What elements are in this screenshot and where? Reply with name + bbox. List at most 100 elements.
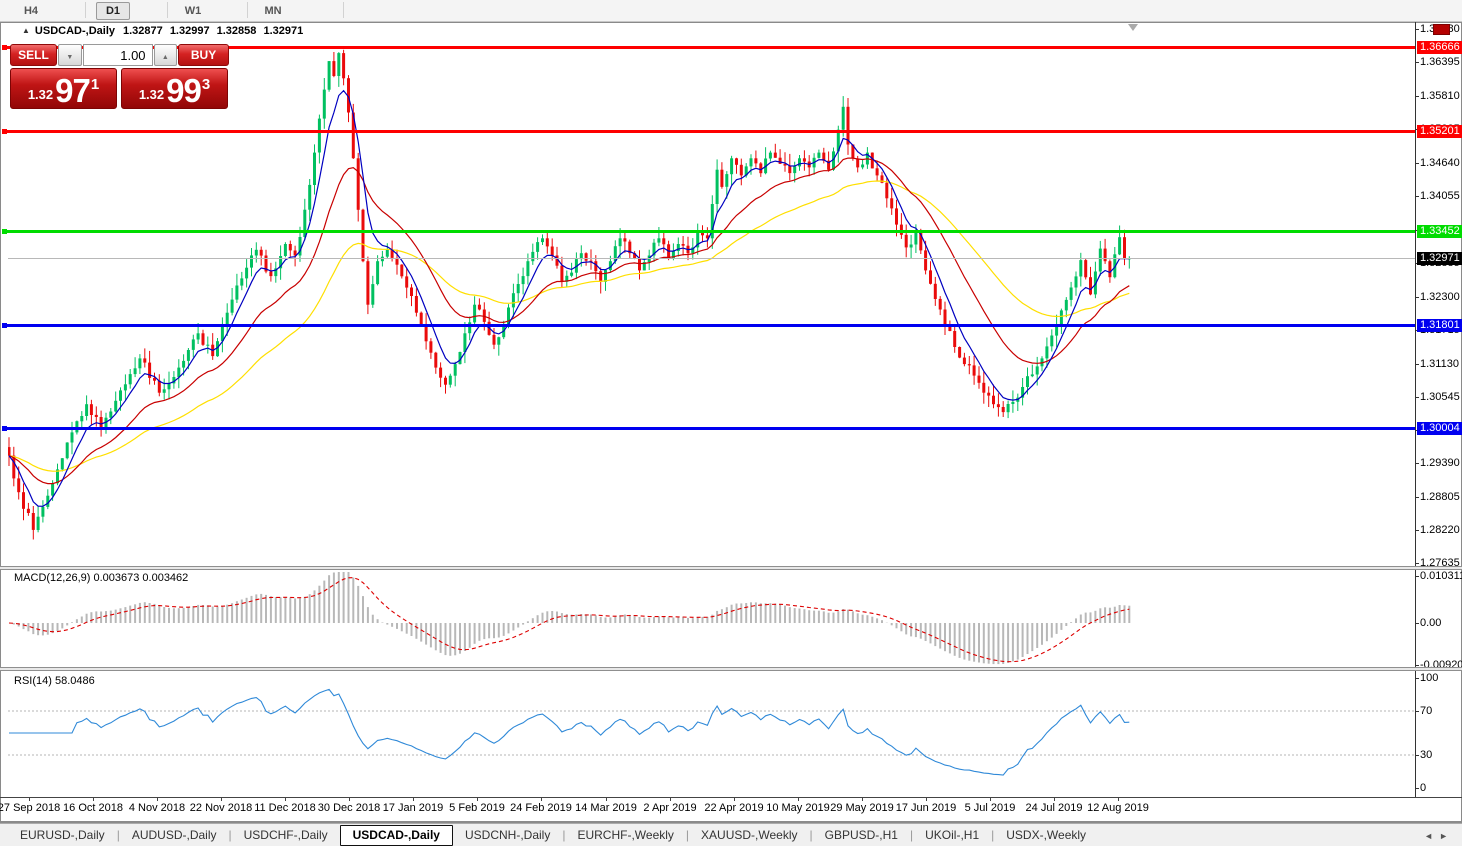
rsi-tick-label: 70 xyxy=(1420,705,1433,717)
date-label: 24 Feb 2019 xyxy=(510,802,572,814)
price-tick-label: 1.31130 xyxy=(1420,358,1459,370)
date-label: 5 Feb 2019 xyxy=(449,802,505,814)
level-line-anchor[interactable] xyxy=(2,229,7,234)
date-tick xyxy=(990,798,991,801)
horizontal-level-line[interactable] xyxy=(2,230,1415,233)
level-price-label: 1.33452 xyxy=(1417,225,1462,238)
price-tick xyxy=(1415,530,1419,531)
sell-price-prefix: 1.32 xyxy=(27,87,54,102)
date-label: 22 Nov 2018 xyxy=(189,802,253,814)
tab-separator: | xyxy=(562,828,566,842)
buy-price-prefix: 1.32 xyxy=(138,87,165,102)
volume-decrease-button[interactable]: ▼ xyxy=(58,44,82,66)
chart-tab-ukoil[interactable]: UKOil-,H1 xyxy=(925,827,980,842)
buy-price-display[interactable]: 1.32 99 3 xyxy=(121,68,228,109)
price-tick xyxy=(1415,196,1419,197)
macd-label: MACD(12,26,9) 0.003673 0.003462 xyxy=(14,572,189,584)
rsi-tick-label: 0 xyxy=(1420,782,1427,794)
tab-scroll-left-icon[interactable]: ◄ xyxy=(1424,831,1440,841)
rsi-label: RSI(14) 58.0486 xyxy=(14,675,95,687)
price-tick xyxy=(1415,96,1419,97)
date-tick xyxy=(734,798,735,801)
chart-tab-audusd[interactable]: AUDUSD-,Daily xyxy=(131,827,217,842)
level-price-label: 1.36666 xyxy=(1417,41,1462,54)
toolbar-separator xyxy=(247,2,248,18)
price-tick-label: 1.32300 xyxy=(1420,291,1460,303)
macd-tick xyxy=(1415,576,1419,577)
horizontal-level-line[interactable] xyxy=(2,324,1415,327)
chart-tab-eurusd[interactable]: EURUSD-,Daily xyxy=(20,827,105,842)
date-label: 14 Mar 2019 xyxy=(575,802,637,814)
sell-price-display[interactable]: 1.32 97 1 xyxy=(10,68,117,109)
price-tick-label: 1.34055 xyxy=(1420,190,1460,202)
macd-tick xyxy=(1415,665,1419,666)
date-tick xyxy=(157,798,158,801)
chart-tab-usdchf[interactable]: USDCHF-,Daily xyxy=(243,827,328,842)
chart-tab-gbpusd[interactable]: GBPUSD-,H1 xyxy=(824,827,898,842)
timeframe-button-h4[interactable]: H4 xyxy=(23,5,39,17)
pane-splitter-macd[interactable] xyxy=(0,566,1462,570)
date-label: 22 Apr 2019 xyxy=(704,802,764,814)
level-line-anchor[interactable] xyxy=(2,323,7,328)
date-tick xyxy=(413,798,414,801)
tab-separator: | xyxy=(991,828,995,842)
rsi-tick-label: 100 xyxy=(1420,672,1439,684)
level-line-anchor[interactable] xyxy=(2,129,7,134)
tab-separator: | xyxy=(809,828,813,842)
horizontal-level-line[interactable] xyxy=(2,427,1415,430)
timeframe-button-mn[interactable]: MN xyxy=(264,5,282,17)
pane-splitter-rsi[interactable] xyxy=(0,667,1462,671)
chart-tab-usdcnh[interactable]: USDCNH-,Daily xyxy=(464,827,551,842)
date-tick xyxy=(477,798,478,801)
rsi-tick xyxy=(1415,788,1419,789)
date-tick xyxy=(926,798,927,801)
tab-separator: | xyxy=(228,828,232,842)
price-tick xyxy=(1415,297,1419,298)
buy-price-pip: 3 xyxy=(201,76,211,93)
collapse-arrow-icon[interactable]: ▲ xyxy=(22,26,30,35)
price-tick-label: 1.30545 xyxy=(1420,391,1460,403)
tab-separator: | xyxy=(909,828,914,842)
date-label: 2 Apr 2019 xyxy=(643,802,697,814)
volume-input[interactable] xyxy=(82,44,153,66)
price-chart-canvas[interactable] xyxy=(8,22,1415,568)
horizontal-level-line[interactable] xyxy=(2,130,1415,133)
date-label: 30 Dec 2018 xyxy=(317,802,381,814)
chart-title: ▲ USDCAD-,Daily 1.32877 1.32997 1.32858 1.… xyxy=(22,25,303,37)
chart-tab-usdcad[interactable]: USDCAD-,Daily xyxy=(339,824,453,846)
date-label: 16 Oct 2018 xyxy=(63,802,123,814)
sell-button[interactable]: SELL xyxy=(10,44,58,66)
rsi-indicator-canvas[interactable] xyxy=(8,672,1415,797)
rsi-tick-label: 30 xyxy=(1420,749,1433,761)
macd-tick-label: 0.010311 xyxy=(1420,570,1462,582)
level-price-label: 1.31801 xyxy=(1417,319,1462,332)
chart-tab-usdx[interactable]: USDX-,Weekly xyxy=(1006,827,1087,842)
buy-button[interactable]: BUY xyxy=(178,44,229,66)
timeframe-button-w1[interactable]: W1 xyxy=(184,5,202,17)
macd-indicator-canvas[interactable] xyxy=(8,570,1415,667)
tab-scroll-right-icon[interactable]: ► xyxy=(1439,831,1454,841)
chart-tab-xauusd[interactable]: XAUUSD-,Weekly xyxy=(701,827,798,842)
level-line-anchor[interactable] xyxy=(2,45,7,50)
toolbar-separator xyxy=(343,2,344,18)
timeframe-button-d1[interactable]: D1 xyxy=(96,2,130,20)
price-tick-label: 1.28220 xyxy=(1420,524,1460,536)
date-tick xyxy=(1118,798,1119,801)
toolbar-separator xyxy=(167,2,168,18)
chart-corner-badge xyxy=(1433,24,1450,35)
date-tick xyxy=(541,798,542,801)
buy-price-main: 99 xyxy=(166,72,202,109)
date-tick xyxy=(670,798,671,801)
date-tick xyxy=(862,798,863,801)
level-line-anchor[interactable] xyxy=(2,426,7,431)
price-axis-border xyxy=(1415,22,1416,798)
horizontal-level-line[interactable] xyxy=(2,46,1415,49)
price-tick xyxy=(1415,563,1419,564)
chart-tab-eurchf[interactable]: EURCHF-,Weekly xyxy=(577,827,674,842)
caret-down-icon: ▼ xyxy=(66,54,74,61)
volume-increase-button[interactable]: ▲ xyxy=(153,44,178,66)
price-tick xyxy=(1415,62,1419,63)
price-tick-label: 1.35810 xyxy=(1420,90,1460,102)
price-tick-label: 1.34640 xyxy=(1420,157,1460,169)
sell-price-pip: 1 xyxy=(90,76,100,93)
